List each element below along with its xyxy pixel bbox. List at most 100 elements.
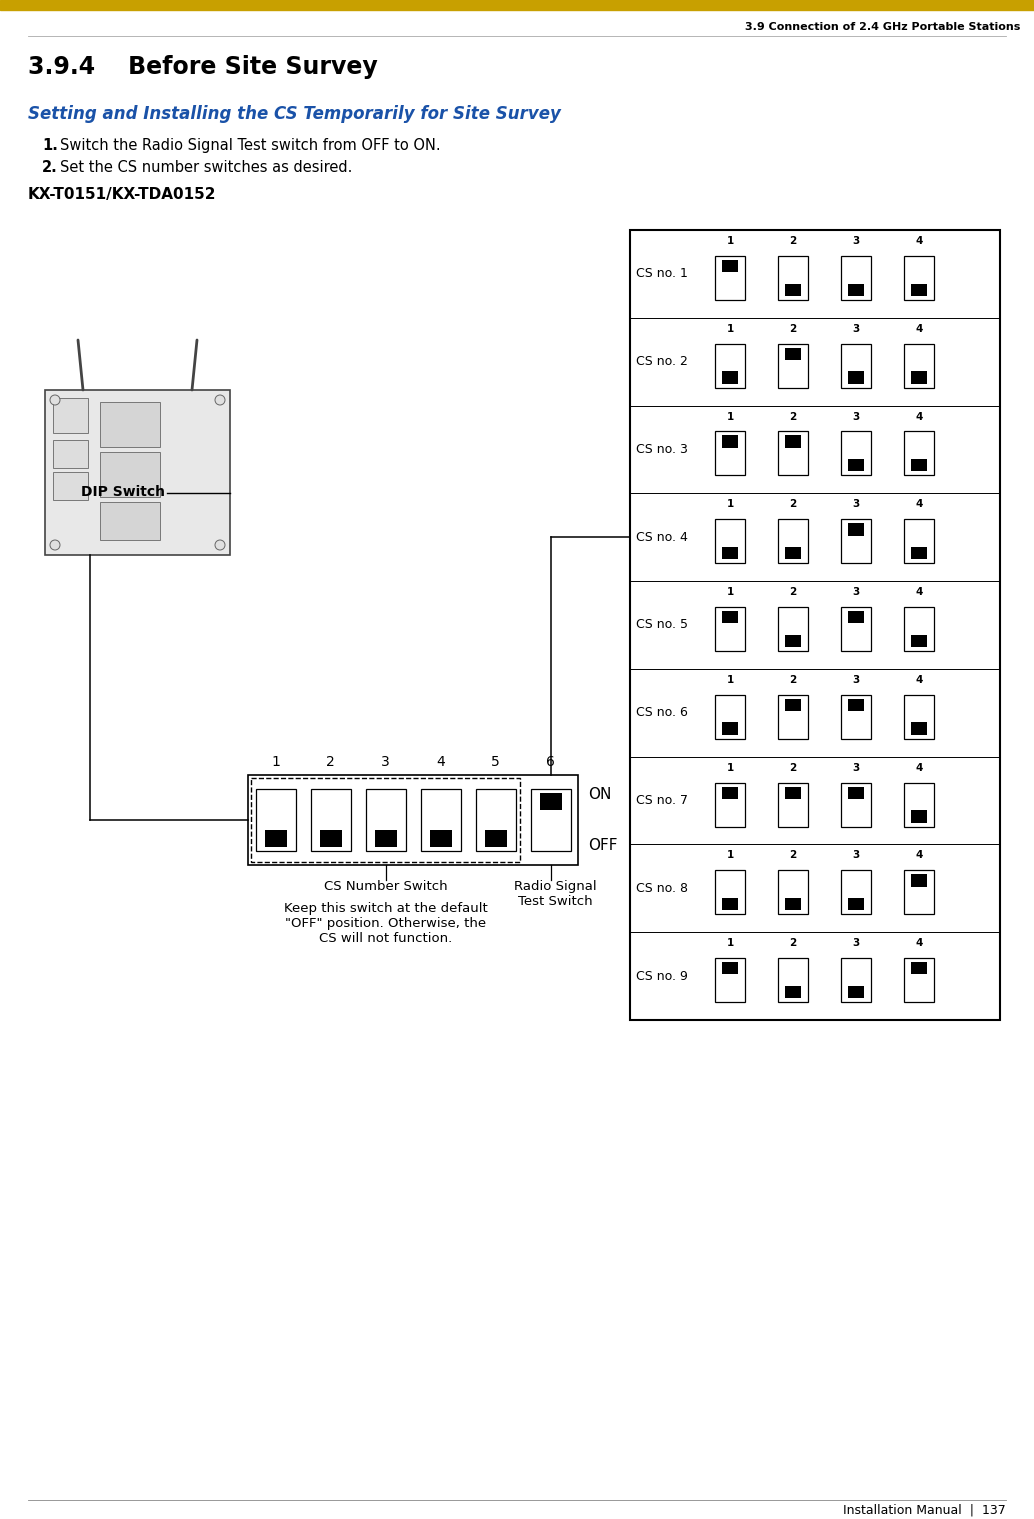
Bar	[904, 608, 934, 652]
Text: 2: 2	[326, 755, 335, 769]
Bar	[530, 788, 571, 851]
Text: 3: 3	[852, 851, 859, 860]
Bar	[778, 519, 808, 564]
Text: 4: 4	[915, 588, 922, 597]
Text: CS Number Switch: CS Number Switch	[324, 880, 448, 893]
Text: CS no. 1: CS no. 1	[636, 267, 688, 281]
Text: 1: 1	[726, 324, 734, 334]
Bar	[310, 788, 351, 851]
Text: CS no. 9: CS no. 9	[636, 969, 688, 983]
Bar	[714, 255, 746, 299]
Bar	[911, 547, 927, 559]
Bar	[100, 453, 160, 497]
Bar	[714, 870, 746, 914]
Text: 2: 2	[789, 763, 796, 773]
Bar	[785, 348, 801, 360]
Bar	[45, 390, 230, 554]
Bar	[848, 284, 864, 296]
Text: CS no. 8: CS no. 8	[636, 883, 688, 895]
Text: 3: 3	[852, 939, 859, 948]
Bar	[904, 870, 934, 914]
Text: 1: 1	[726, 235, 734, 246]
Text: ON: ON	[588, 787, 611, 802]
Bar	[714, 694, 746, 738]
Text: 1: 1	[726, 763, 734, 773]
Bar	[0, 0, 1034, 11]
Bar	[722, 547, 738, 559]
Bar	[53, 398, 88, 433]
Bar	[785, 284, 801, 296]
Text: 2: 2	[789, 235, 796, 246]
Bar	[841, 870, 871, 914]
Bar	[911, 810, 927, 823]
Bar	[778, 694, 808, 738]
Text: Setting and Installing the CS Temporarily for Site Survey: Setting and Installing the CS Temporaril…	[28, 105, 560, 123]
Bar	[785, 699, 801, 711]
Text: 5: 5	[491, 755, 499, 769]
Text: 4: 4	[915, 674, 922, 685]
Text: 2: 2	[789, 588, 796, 597]
Text: OFF: OFF	[588, 838, 617, 854]
Text: 3: 3	[852, 235, 859, 246]
Bar	[848, 898, 864, 910]
Text: 4: 4	[915, 851, 922, 860]
Text: 4: 4	[915, 763, 922, 773]
Bar	[785, 898, 801, 910]
Text: 1: 1	[726, 674, 734, 685]
Text: 1: 1	[726, 500, 734, 509]
Bar	[841, 255, 871, 299]
Bar	[841, 694, 871, 738]
Bar	[785, 547, 801, 559]
Bar	[248, 775, 578, 864]
Text: Keep this switch at the default
"OFF" position. Otherwise, the
CS will not funct: Keep this switch at the default "OFF" po…	[283, 902, 487, 945]
Bar	[848, 986, 864, 998]
Text: 1: 1	[726, 939, 734, 948]
Circle shape	[215, 539, 225, 550]
Bar	[722, 787, 738, 799]
Text: 2: 2	[789, 851, 796, 860]
Bar	[841, 608, 871, 652]
Circle shape	[215, 395, 225, 406]
Text: 2: 2	[789, 939, 796, 948]
Bar	[714, 782, 746, 826]
Text: 2.: 2.	[42, 159, 58, 175]
Text: 4: 4	[915, 939, 922, 948]
Bar	[251, 778, 520, 861]
Bar	[778, 608, 808, 652]
Text: Switch the Radio Signal Test switch from OFF to ON.: Switch the Radio Signal Test switch from…	[60, 138, 440, 153]
Text: 1: 1	[726, 851, 734, 860]
Text: Set the CS number switches as desired.: Set the CS number switches as desired.	[60, 159, 353, 175]
Circle shape	[50, 395, 60, 406]
Bar	[904, 782, 934, 826]
Bar	[722, 260, 738, 272]
Bar	[904, 343, 934, 387]
Circle shape	[50, 539, 60, 550]
Bar	[630, 229, 1000, 1019]
Text: 4: 4	[915, 324, 922, 334]
Bar	[904, 255, 934, 299]
Bar	[714, 519, 746, 564]
Text: 4: 4	[436, 755, 445, 769]
Bar	[778, 343, 808, 387]
Bar	[100, 403, 160, 447]
Bar	[904, 958, 934, 1003]
Bar	[778, 255, 808, 299]
Bar	[911, 635, 927, 647]
Text: 1.: 1.	[42, 138, 58, 153]
Bar	[778, 958, 808, 1003]
Bar	[911, 962, 927, 974]
Text: 2: 2	[789, 324, 796, 334]
Text: 1: 1	[726, 412, 734, 422]
Text: 3.9 Connection of 2.4 GHz Portable Stations: 3.9 Connection of 2.4 GHz Portable Stati…	[744, 21, 1020, 32]
Bar	[848, 699, 864, 711]
Bar	[848, 371, 864, 384]
Bar	[722, 436, 738, 448]
Bar	[722, 898, 738, 910]
Bar	[540, 793, 561, 810]
Bar	[714, 343, 746, 387]
Bar	[485, 829, 507, 848]
Text: CS no. 3: CS no. 3	[636, 444, 688, 456]
Text: DIP Switch: DIP Switch	[81, 486, 165, 500]
Text: 3: 3	[382, 755, 390, 769]
Bar	[785, 436, 801, 448]
